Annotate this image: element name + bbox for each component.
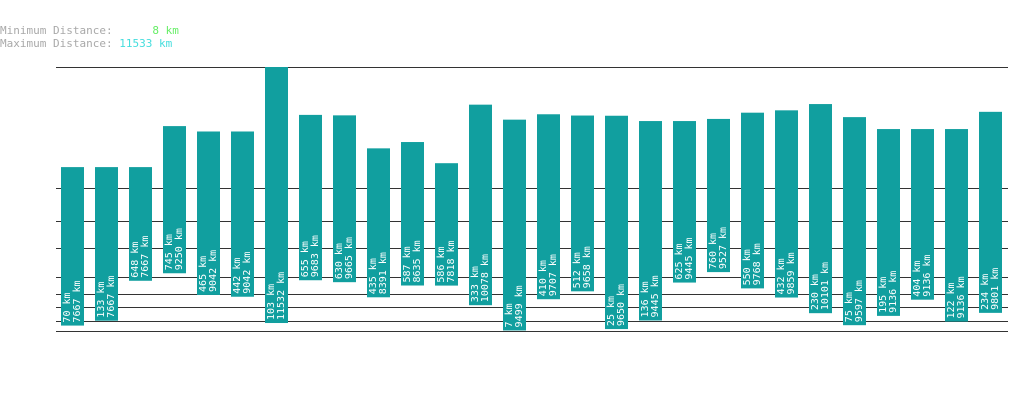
bar-bottom-label: 195 km	[878, 277, 889, 313]
bar-bottom-label: 745 km	[164, 234, 175, 270]
bar	[809, 104, 832, 314]
legend-min-value: 8 km	[152, 24, 179, 37]
bar-top-label: 9859 km	[786, 252, 797, 294]
bar	[333, 115, 356, 283]
bar-bottom-label: 7 km	[504, 303, 515, 327]
bar-top-label: 7818 km	[446, 240, 457, 282]
bar-top-label: 10078 km	[480, 254, 491, 302]
bar	[401, 142, 424, 286]
bar-bottom-label: 648 km	[130, 242, 141, 278]
bar	[537, 114, 560, 300]
bar-bottom-label: 70 km	[62, 292, 73, 322]
bar	[775, 110, 798, 298]
bar	[707, 118, 730, 273]
bar-bottom-label: 442 km	[232, 258, 243, 294]
bar	[367, 148, 390, 298]
bar-bottom-label: 760 km	[708, 233, 719, 269]
bar	[843, 117, 866, 326]
bar	[231, 131, 254, 297]
bar-bottom-label: 586 km	[436, 246, 447, 282]
bar-top-label: 9658 km	[582, 246, 593, 288]
bar-top-label: 11532 km	[276, 272, 287, 320]
bar-top-label: 7667 km	[140, 236, 151, 278]
bar-top-label: 8635 km	[412, 240, 423, 282]
bar-top-label: 9445 km	[650, 275, 661, 317]
bar-bottom-label: 410 km	[538, 260, 549, 296]
legend-max-value: 11533 km	[119, 37, 173, 50]
bar-bottom-label: 587 km	[402, 246, 413, 282]
bar	[469, 104, 492, 306]
bar	[605, 115, 628, 330]
bar	[129, 167, 152, 281]
bar	[945, 129, 968, 322]
bar	[673, 121, 696, 283]
bars	[61, 67, 1002, 331]
bar-top-label: 10101 km	[820, 262, 831, 310]
bar-bottom-label: 625 km	[674, 243, 685, 279]
bar-top-label: 9042 km	[242, 252, 253, 294]
bar-bottom-label: 122 km	[946, 282, 957, 318]
bar-top-label: 9445 km	[684, 237, 695, 279]
bar-bottom-label: 230 km	[810, 274, 821, 310]
bar	[435, 163, 458, 286]
bar-top-label: 9499 km	[514, 285, 525, 327]
bar-top-label: 9136 km	[956, 276, 967, 318]
bar	[911, 129, 934, 300]
bar-top-label: 9801 km	[990, 268, 1001, 310]
bar	[163, 126, 186, 274]
bar	[61, 167, 84, 326]
bar-bottom-label: 234 km	[980, 274, 991, 310]
bar-top-label: 9136 km	[888, 271, 899, 313]
bar-top-label: 9650 km	[616, 284, 627, 326]
bar	[503, 119, 526, 331]
legend-max-label: Maximum Distance:	[0, 37, 113, 50]
bar-bottom-label: 550 km	[742, 249, 753, 285]
bar-top-label: 7667 km	[72, 280, 83, 322]
bar-bottom-label: 465 km	[198, 256, 209, 292]
bar-bottom-label: 655 km	[300, 241, 311, 277]
bar-bottom-label: 136 km	[640, 281, 651, 317]
bar	[877, 129, 900, 316]
legend-max-row: Maximum Distance: 11533 km	[0, 37, 179, 50]
bar-bottom-label: 512 km	[572, 252, 583, 288]
legend: Minimum Distance: 8 km Maximum Distance:…	[0, 24, 179, 50]
bar-top-label: 9707 km	[548, 254, 559, 296]
bar-bottom-label: 630 km	[334, 243, 345, 279]
bar-bottom-label: 133 km	[96, 282, 107, 318]
bar	[741, 112, 764, 289]
legend-min-label: Minimum Distance:	[0, 24, 113, 37]
bar-top-label: 9683 km	[310, 235, 321, 277]
bar-top-label: 9042 km	[208, 250, 219, 292]
bar-bottom-label: 432 km	[776, 258, 787, 294]
bar-top-label: 9250 km	[174, 228, 185, 270]
bar-top-label: 9597 km	[854, 280, 865, 322]
bar-top-label: 9665 km	[344, 237, 355, 279]
bar-top-label: 7667 km	[106, 276, 117, 318]
bar	[979, 111, 1002, 313]
bar-top-label: 9527 km	[718, 227, 729, 269]
bar-top-label: 9768 km	[752, 243, 763, 285]
bar-bottom-label: 75 km	[844, 292, 855, 322]
legend-min-row: Minimum Distance: 8 km	[0, 24, 179, 37]
bar	[197, 131, 220, 295]
bar	[265, 67, 288, 324]
bar	[95, 167, 118, 321]
bar-bottom-label: 103 km	[266, 284, 277, 320]
bar-bottom-label: 435 km	[368, 258, 379, 294]
bar	[571, 115, 594, 292]
bar	[639, 121, 662, 321]
bar-top-label: 9136 km	[922, 255, 933, 297]
bar	[299, 114, 322, 281]
bar-bottom-label: 404 km	[912, 261, 923, 297]
bar-bottom-label: 25 km	[606, 296, 617, 326]
bar-bottom-label: 333 km	[470, 266, 481, 302]
bar-top-label: 8391 km	[378, 252, 389, 294]
